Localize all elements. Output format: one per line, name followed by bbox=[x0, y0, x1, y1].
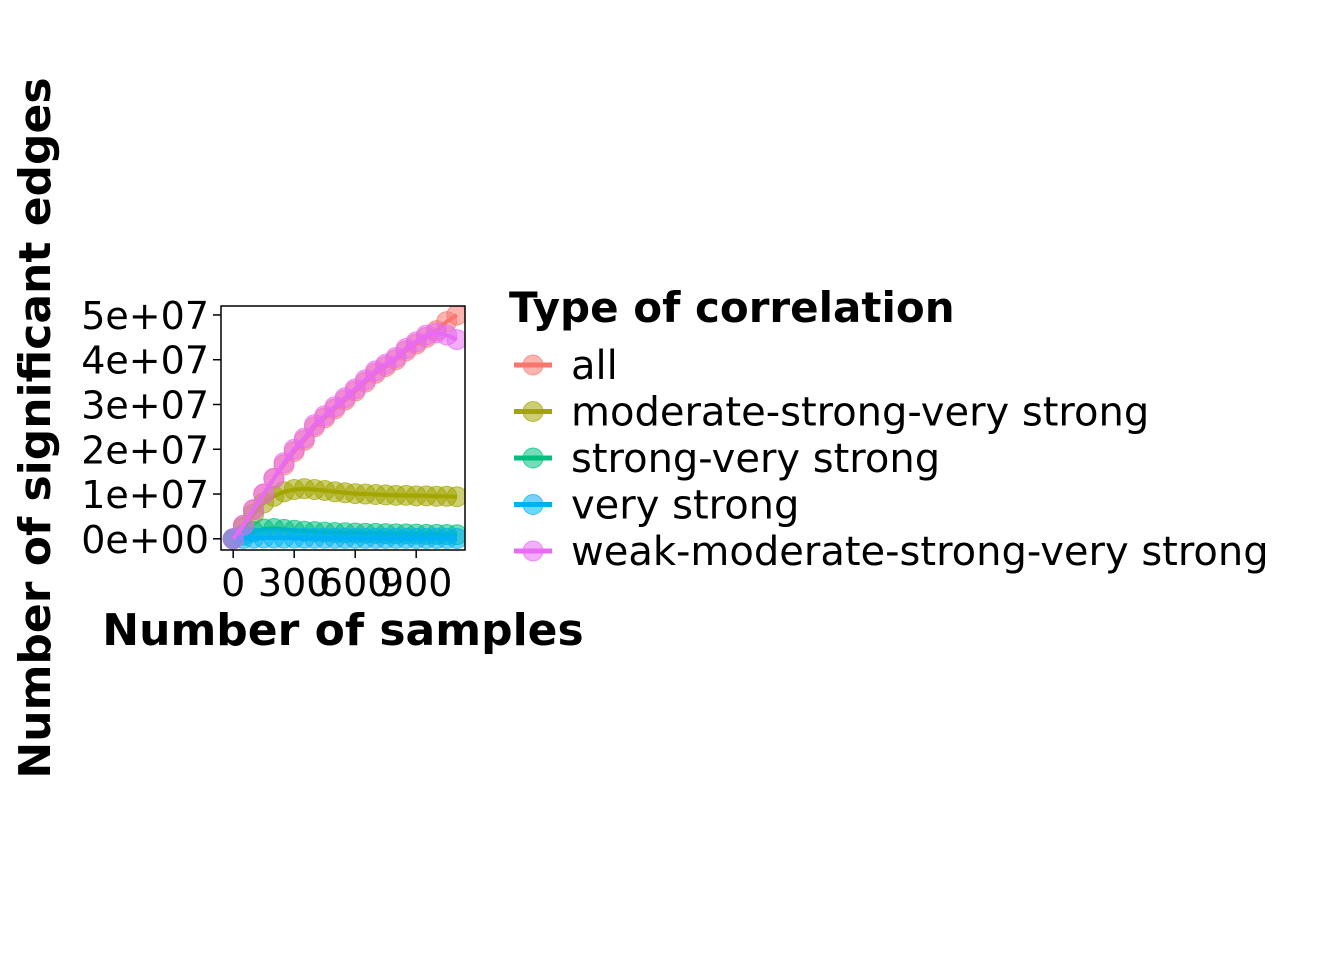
legend-title: Type of correlation bbox=[509, 283, 955, 332]
plot-panel-border bbox=[220, 305, 466, 551]
legend-label: all bbox=[571, 343, 618, 389]
x-axis-title: Number of samples bbox=[102, 605, 583, 656]
y-tick-label: 4e+07 bbox=[81, 339, 209, 383]
y-tick-label: 5e+07 bbox=[81, 294, 209, 338]
x-tick-label: 300 bbox=[258, 561, 331, 605]
series-very-strong bbox=[222, 527, 465, 550]
y-axis-title: Number of significant edges bbox=[10, 77, 61, 778]
plot-marks bbox=[222, 306, 465, 550]
y-tick-label: 0e+00 bbox=[81, 518, 209, 562]
legend-label: strong-very strong bbox=[571, 436, 940, 482]
series-line bbox=[233, 536, 457, 541]
legend-item: strong-very strong bbox=[514, 436, 940, 482]
x-tick-label: 900 bbox=[380, 561, 453, 605]
x-tick-label: 0 bbox=[221, 561, 245, 605]
x-tick-label: 600 bbox=[319, 561, 392, 605]
y-tick-label: 2e+07 bbox=[81, 428, 209, 472]
series-line bbox=[231, 330, 458, 541]
legend-label: very strong bbox=[571, 483, 799, 529]
legend-item: very strong bbox=[514, 483, 799, 529]
legend-item: all bbox=[514, 343, 618, 389]
legend-label: weak-moderate-strong-very strong bbox=[571, 529, 1269, 575]
y-tick-label: 3e+07 bbox=[81, 383, 209, 427]
legend: Type of correlation allmoderate-strong-v… bbox=[509, 283, 1269, 575]
legend-item: moderate-strong-very strong bbox=[514, 390, 1149, 436]
y-tick-label: 1e+07 bbox=[81, 473, 209, 517]
legend-key-point bbox=[522, 354, 544, 376]
legend-key-point bbox=[522, 447, 544, 469]
legend-key-point bbox=[522, 540, 544, 562]
legend-key-point bbox=[522, 494, 544, 515]
series-weak-moderate-strong-very-strong bbox=[222, 322, 465, 550]
legend-item: weak-moderate-strong-very strong bbox=[514, 529, 1269, 575]
legend-label: moderate-strong-very strong bbox=[571, 390, 1149, 436]
legend-key-point bbox=[522, 401, 544, 422]
